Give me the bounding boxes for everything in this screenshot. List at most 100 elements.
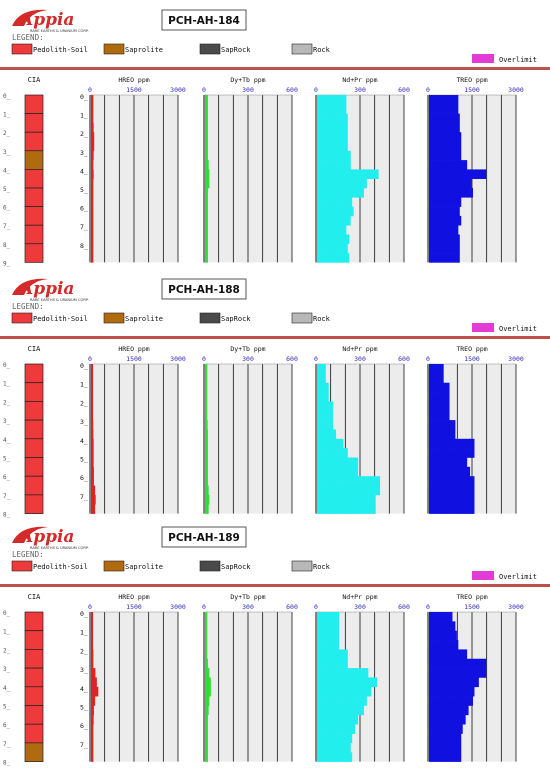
bar	[429, 243, 460, 254]
bar	[317, 686, 372, 697]
legend-label: Saprolite	[125, 46, 163, 54]
depth-label: 5_	[80, 704, 88, 712]
tick-label: 1500	[126, 603, 142, 611]
bar	[317, 649, 348, 660]
bar	[205, 160, 209, 170]
tick-label: 600	[286, 355, 298, 363]
bar	[205, 420, 208, 430]
tick-label: 3000	[170, 603, 186, 611]
bar	[91, 243, 94, 254]
cia-depth-label: 5_	[3, 704, 11, 711]
legend-swatch-rock	[291, 560, 313, 572]
tick-label: 600	[398, 355, 410, 363]
bar	[91, 132, 95, 142]
cia-interval	[24, 611, 44, 632]
bar	[91, 150, 94, 161]
bar	[205, 696, 210, 706]
cia-interval	[24, 494, 44, 514]
bar	[429, 742, 462, 753]
bar	[429, 429, 456, 440]
bar	[91, 364, 94, 374]
bar	[205, 122, 208, 133]
tick-label: 600	[286, 86, 298, 94]
bar	[205, 382, 208, 393]
depth-label: 3_	[80, 666, 88, 674]
bar	[317, 466, 359, 477]
bar	[91, 178, 94, 189]
section-divider	[0, 67, 550, 70]
bar	[91, 197, 94, 207]
bar	[205, 392, 208, 402]
bar	[91, 485, 96, 496]
track-hreo-ppm: HREO ppm 0 1500 3000 0_ 1_ 2_ 3_ 4_ 5_ 6_ 7_	[80, 345, 186, 514]
section-divider	[0, 336, 550, 339]
cia-depth-label: 0_	[3, 93, 11, 100]
legend-label: Rock	[313, 315, 331, 323]
cia-interval	[24, 686, 44, 706]
tick-label: 0	[202, 86, 206, 94]
cia-depth-label: 0_	[3, 362, 11, 369]
legend-swatch-pedolith-soil	[11, 43, 33, 55]
bar	[205, 206, 208, 217]
cia-interval	[24, 113, 44, 133]
tick-label: 0	[88, 86, 92, 94]
track-dy-tb-ppm: Dy+Tb ppm 0 300 600	[202, 345, 298, 514]
bar	[429, 382, 450, 393]
depth-label: 3_	[80, 418, 88, 426]
bar	[429, 457, 468, 468]
depth-label: 1_	[80, 381, 88, 389]
bar	[205, 621, 208, 631]
hole-id-box	[161, 278, 247, 300]
bar	[91, 104, 94, 114]
cia-depth-label: 6_	[3, 722, 11, 729]
track-title: Dy+Tb ppm	[230, 593, 265, 601]
bar	[91, 448, 94, 458]
bar	[205, 225, 208, 235]
legend-title: LEGEND:	[12, 302, 44, 311]
bar	[317, 197, 353, 207]
bar	[91, 188, 94, 198]
bar	[205, 132, 208, 142]
bar	[205, 466, 208, 477]
bar	[317, 188, 364, 198]
cia-title: CIA	[28, 76, 41, 84]
legend-title: LEGEND:	[12, 33, 44, 42]
tick-label: 600	[286, 603, 298, 611]
cia-interval	[24, 457, 44, 477]
bar	[317, 485, 381, 496]
bar	[429, 466, 471, 477]
cia-interval	[24, 475, 44, 496]
cia-depth-label: 8_	[3, 242, 11, 249]
cia-depth-label: 4_	[3, 167, 11, 174]
bar	[91, 95, 94, 105]
bar	[205, 686, 211, 697]
logo-tagline: RARE EARTHS & URANIUM CORP.	[30, 298, 89, 302]
track-title: TREO ppm	[456, 345, 487, 353]
bar	[429, 714, 466, 725]
bar	[205, 234, 208, 245]
bar	[317, 621, 339, 631]
bar	[429, 438, 475, 449]
track-nd-pr-ppm: Nd+Pr ppm 0 300 600	[314, 76, 410, 263]
bar	[429, 188, 473, 198]
bar	[317, 494, 376, 505]
bar	[317, 714, 359, 725]
cia-interval	[24, 131, 44, 152]
hole-id: PCH-AH-188	[168, 284, 240, 296]
legend-label: SapRock	[221, 563, 251, 571]
bar	[317, 132, 348, 142]
cia-interval	[24, 224, 44, 245]
cia-depth-label: 3_	[3, 149, 11, 156]
bar	[205, 504, 209, 514]
bar	[429, 649, 468, 660]
cia-depth-label: 5_	[3, 186, 11, 193]
cia-interval	[24, 382, 44, 402]
cia-depth-label: 7_	[3, 223, 11, 230]
bar	[205, 658, 208, 669]
legend-label: Rock	[313, 563, 331, 571]
bar	[205, 104, 208, 114]
bar	[205, 640, 208, 650]
